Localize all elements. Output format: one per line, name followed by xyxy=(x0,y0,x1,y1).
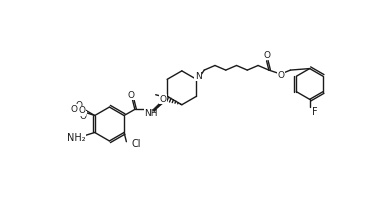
Text: Cl: Cl xyxy=(132,139,141,149)
Text: O: O xyxy=(127,91,135,100)
Text: O: O xyxy=(71,105,78,114)
Text: O: O xyxy=(263,51,270,60)
Text: O: O xyxy=(278,71,285,80)
Text: NH₂: NH₂ xyxy=(67,133,86,143)
Text: O: O xyxy=(80,112,87,121)
Text: O: O xyxy=(75,101,82,110)
Polygon shape xyxy=(152,96,168,112)
Text: O: O xyxy=(159,95,166,104)
Text: O: O xyxy=(78,106,85,115)
Text: N: N xyxy=(195,72,201,81)
Text: NH: NH xyxy=(144,109,158,118)
Text: F: F xyxy=(312,107,318,117)
